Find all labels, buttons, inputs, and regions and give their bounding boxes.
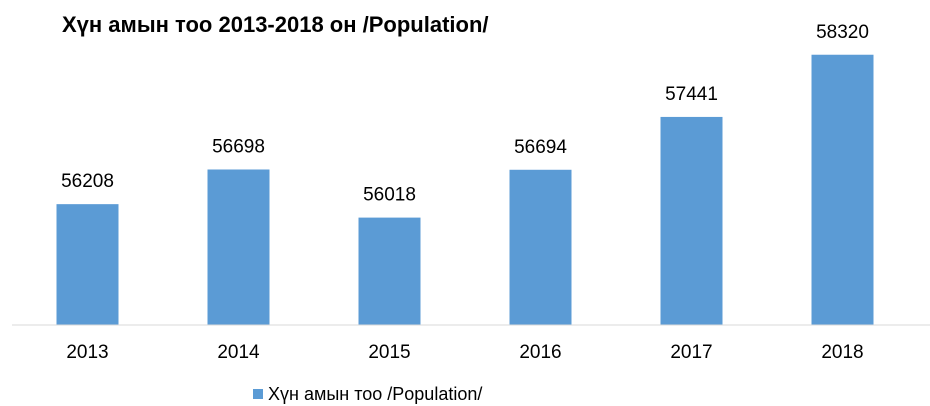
bar [509, 169, 572, 325]
x-tick-label: 2015 [368, 342, 410, 363]
bar [660, 116, 723, 325]
data-label: 57441 [665, 84, 718, 105]
chart-title: Хүн амын тоо 2013-2018 он /Population/ [62, 12, 489, 37]
x-tick-label: 2013 [66, 342, 108, 363]
data-label: 56208 [61, 171, 114, 192]
x-tick-label: 2017 [670, 342, 712, 363]
data-label: 56698 [212, 137, 265, 158]
data-label: 56018 [363, 185, 416, 206]
data-label: 56694 [514, 137, 567, 158]
data-label: 58320 [816, 22, 869, 43]
legend-label: Хүн амын тоо /Population/ [268, 384, 482, 404]
bar [811, 54, 874, 326]
x-tick-label: 2018 [821, 342, 863, 363]
bar [56, 204, 119, 325]
x-tick-label: 2014 [217, 342, 260, 363]
legend-swatch [253, 389, 263, 399]
bar [358, 217, 421, 325]
bar [207, 169, 270, 325]
x-tick-label: 2016 [519, 342, 561, 363]
